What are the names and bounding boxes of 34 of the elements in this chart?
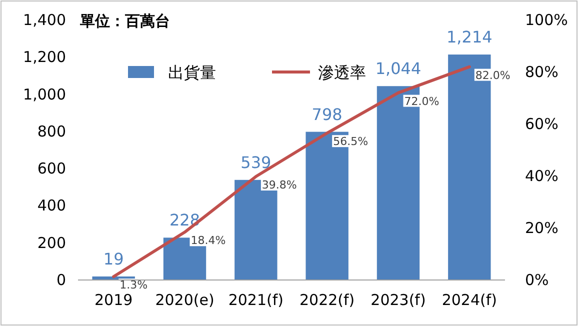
y2-tick-label: 60% [525, 115, 558, 133]
y2-tick-label: 20% [525, 219, 558, 237]
x-tick-label: 2020(e) [155, 291, 214, 309]
y2-tick-label: 80% [525, 63, 558, 81]
data-label: 798 [312, 104, 342, 124]
data-label: 19 [103, 249, 124, 268]
y2-tick-label: 0% [525, 271, 549, 289]
data-label: 1.3% [120, 278, 148, 292]
y-tick-label: 200 [37, 234, 66, 252]
legend-label: 出貨量 [168, 63, 216, 82]
y-tick-label: 400 [37, 196, 66, 215]
y2-tick-label: 40% [525, 167, 558, 185]
data-label: 39.8% [262, 178, 297, 192]
data-label: 56.5% [333, 135, 368, 148]
x-tick-label: 2022(f) [299, 291, 355, 309]
y-tick-label: 0 [56, 271, 66, 289]
y2-tick-label: 100% [525, 11, 568, 29]
x-tick-label: 2023(f) [370, 291, 426, 309]
data-label: 539 [240, 152, 272, 172]
annotation: 單位：百萬台 [79, 12, 170, 30]
data-label: 1,044 [375, 59, 422, 78]
x-tick-label: 2021(f) [228, 291, 284, 309]
x-tick-label: 2019 [94, 291, 133, 309]
y-tick-label: 800 [37, 122, 66, 140]
data-label: 18.4% [190, 234, 226, 248]
legend-label: 滲透率 [318, 63, 366, 82]
data-label: 82.0% [475, 68, 510, 82]
y-tick-label: 600 [37, 160, 66, 178]
y-tick-label: 1,400 [23, 11, 66, 29]
y-tick-label: 1,200 [23, 48, 66, 66]
data-label: 72.0% [404, 94, 440, 108]
x-tick-label: 2024(f) [442, 291, 498, 309]
data-label: 1,214 [446, 28, 492, 47]
y-tick-label: 1,000 [23, 85, 66, 104]
